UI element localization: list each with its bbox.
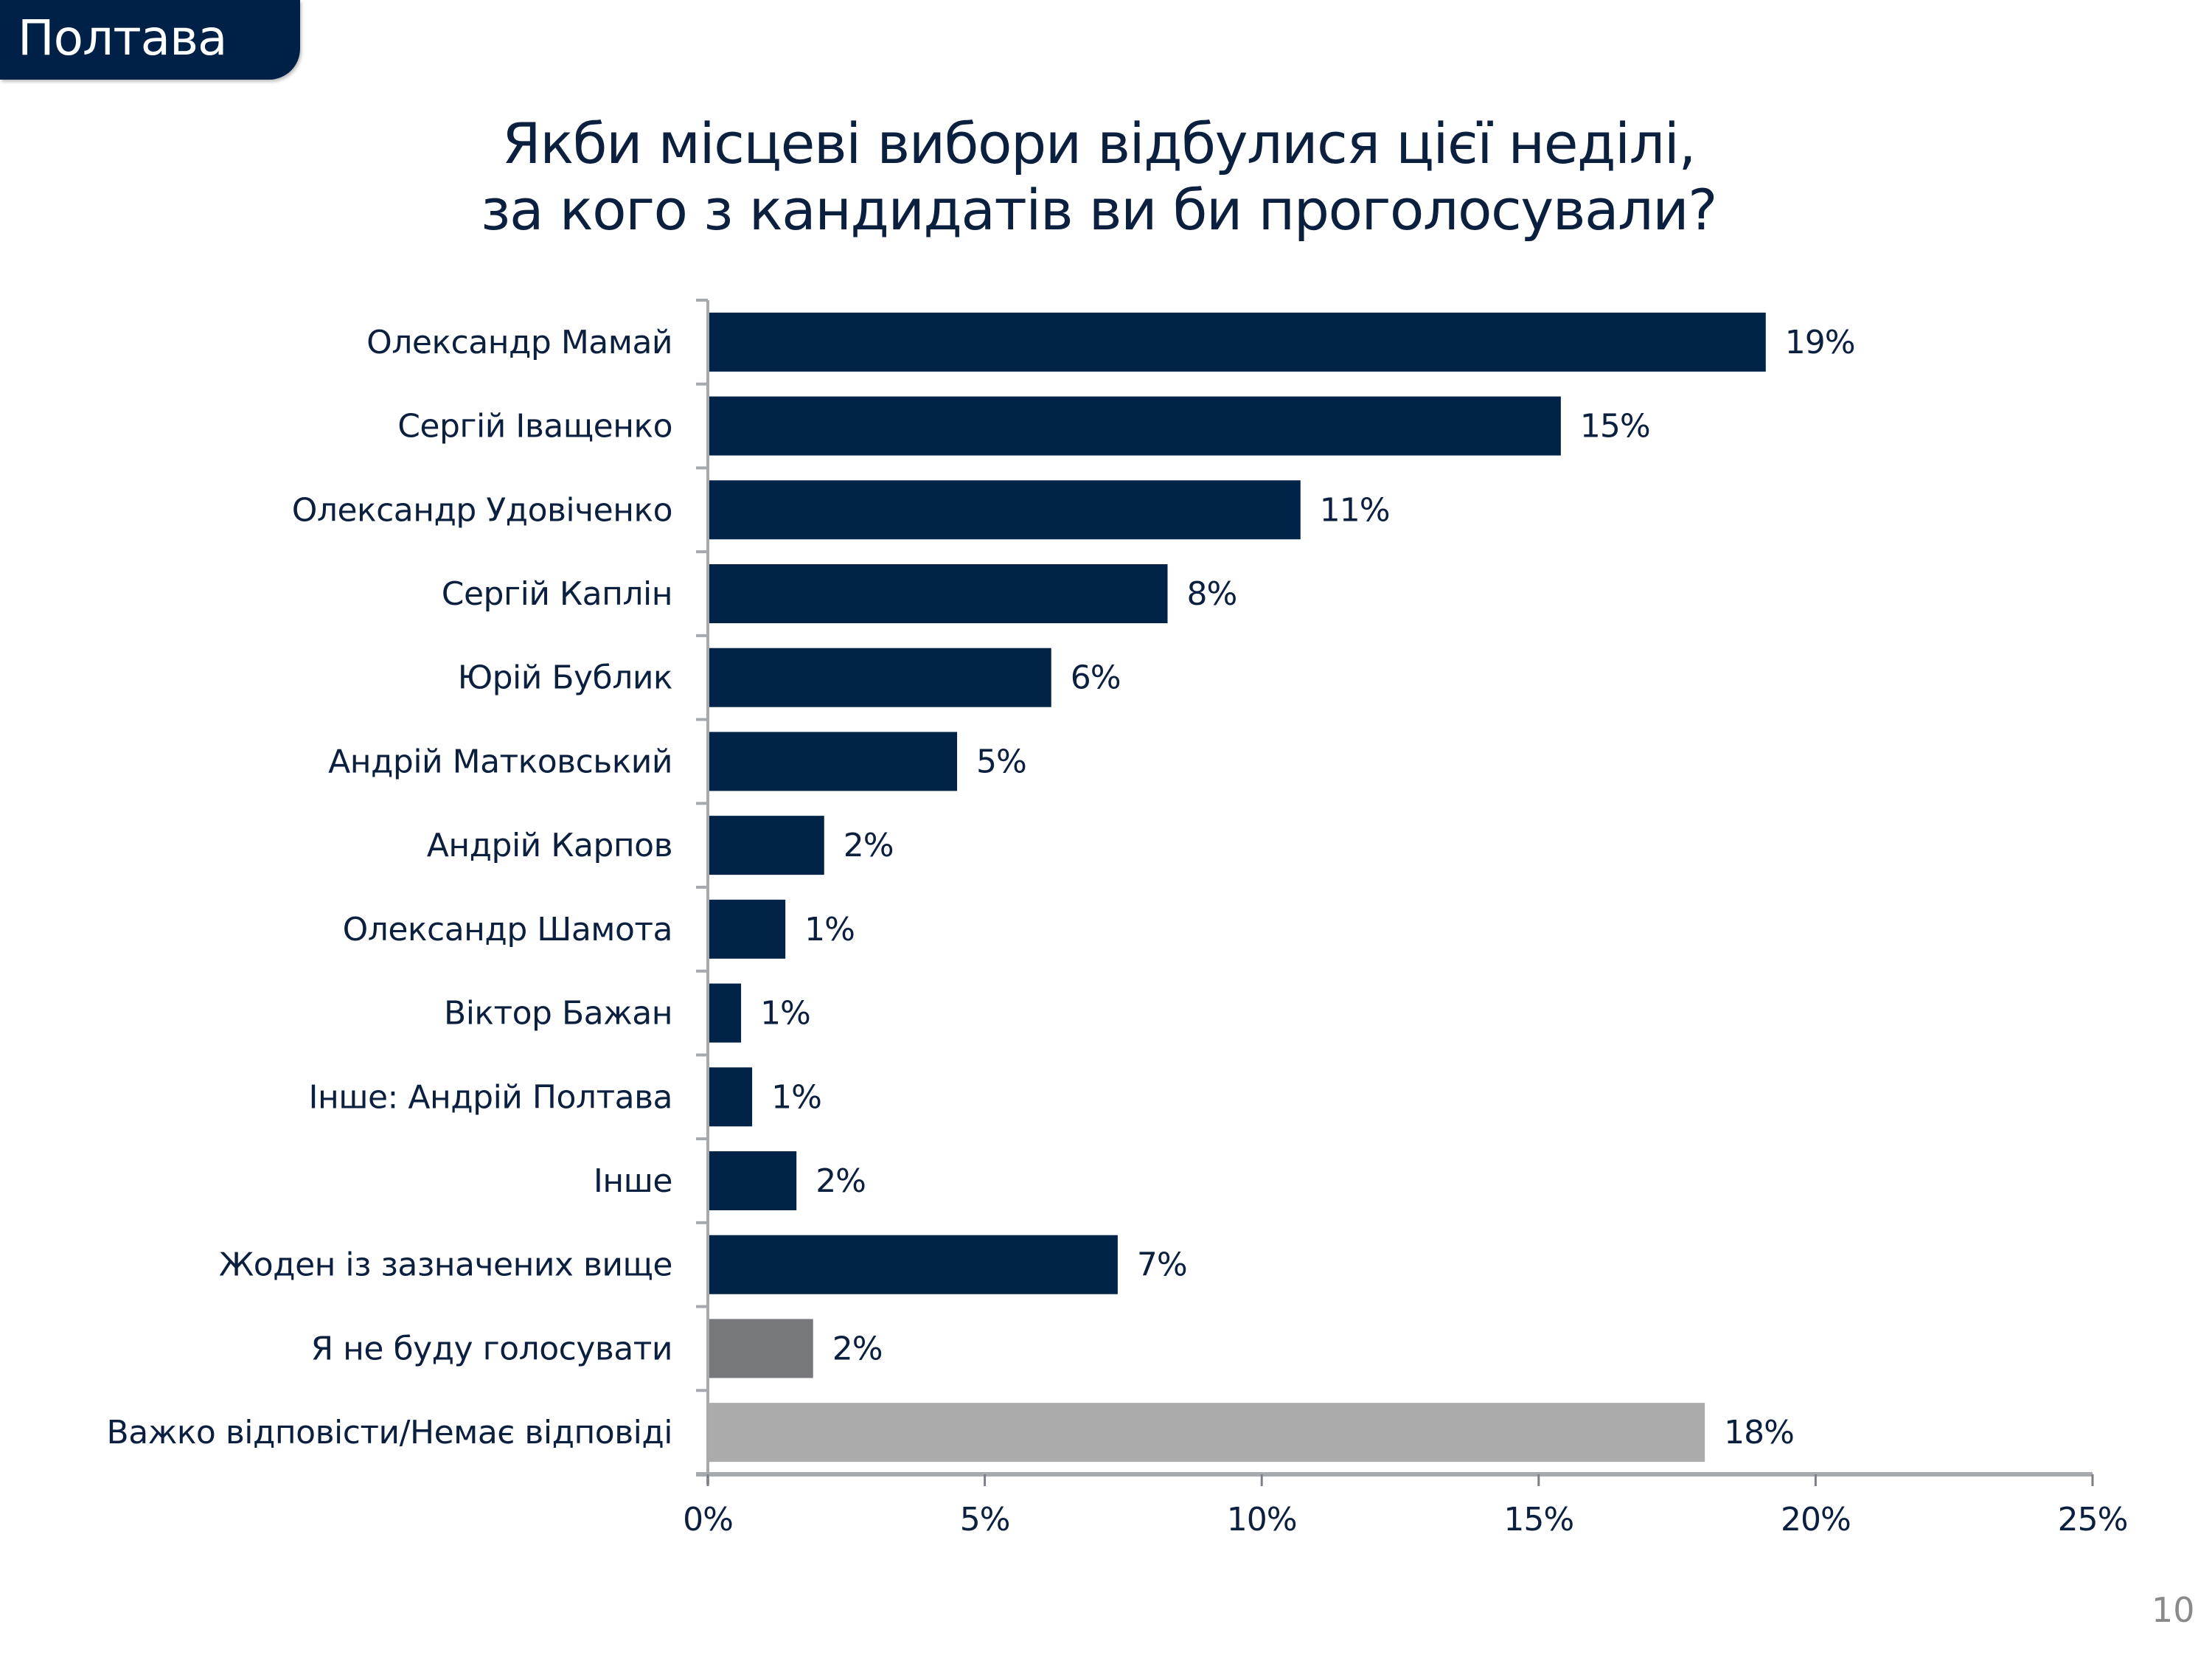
value-label: 2% xyxy=(844,827,894,864)
x-tick-label: 5% xyxy=(960,1501,1010,1538)
category-label: Інше: Андрій Полтава xyxy=(308,1078,672,1116)
category-label: Інше xyxy=(594,1162,672,1200)
value-label: 1% xyxy=(804,911,855,948)
chart-title: Якби місцеві вибори відбулися цієї неділ… xyxy=(0,111,2197,243)
category-label: Сергій Іващенко xyxy=(397,408,672,445)
bar xyxy=(708,1235,1118,1294)
category-label: Олександр Шамота xyxy=(343,911,672,948)
bar xyxy=(708,899,786,959)
x-tick-label: 25% xyxy=(2058,1501,2128,1538)
x-tick-label: 15% xyxy=(1503,1501,1573,1538)
category-label: Я не буду голосувати xyxy=(311,1330,672,1367)
bar xyxy=(708,816,824,875)
value-label: 5% xyxy=(976,743,1026,780)
category-label: Сергій Каплін xyxy=(442,575,672,613)
category-label: Юрій Бублик xyxy=(458,659,672,697)
value-label: 19% xyxy=(1785,324,1855,361)
value-label: 1% xyxy=(760,995,810,1033)
category-label: Віктор Бажан xyxy=(444,995,672,1033)
bar xyxy=(708,1067,753,1127)
bar xyxy=(708,648,1051,707)
chart-title-line-1: Якби місцеві вибори відбулися цієї неділ… xyxy=(502,111,1696,176)
bar xyxy=(708,396,1561,456)
category-label: Жоден із зазначених вище xyxy=(219,1246,672,1284)
value-label: 2% xyxy=(832,1330,883,1367)
value-label: 11% xyxy=(1320,491,1390,529)
chart-title-line-2: за кого з кандидатів ви би проголосували… xyxy=(481,177,1717,243)
bar xyxy=(708,1151,797,1210)
region-name: Полтава xyxy=(18,10,227,66)
value-label: 8% xyxy=(1186,575,1237,613)
bar xyxy=(708,1403,1705,1463)
bar xyxy=(708,564,1168,623)
page-number: 10 xyxy=(2152,1590,2195,1630)
category-label: Важко відповісти/Немає відповіді xyxy=(107,1414,672,1451)
category-label: Олександр Удовіченко xyxy=(292,491,672,529)
bar xyxy=(708,1319,813,1378)
bar xyxy=(708,983,742,1043)
value-label: 2% xyxy=(815,1162,866,1200)
x-tick-label: 10% xyxy=(1227,1501,1297,1538)
bar xyxy=(708,732,958,791)
value-label: 1% xyxy=(771,1078,821,1116)
category-label: Олександр Мамай xyxy=(366,324,672,361)
labels-layer: Олександр Мамай 19% Сергій Іващенко 15% Олек… xyxy=(107,324,2129,1538)
bar xyxy=(708,480,1301,540)
axis-layer xyxy=(696,299,2094,1486)
category-label: Андрій Карпов xyxy=(427,827,672,864)
bar xyxy=(708,312,1766,372)
bars-layer xyxy=(708,312,1766,1463)
category-label: Андрій Матковський xyxy=(328,743,672,780)
value-label: 7% xyxy=(1137,1246,1187,1284)
x-tick-label: 0% xyxy=(683,1501,733,1538)
value-label: 18% xyxy=(1724,1414,1794,1451)
value-label: 6% xyxy=(1071,659,1121,697)
region-badge: Полтава xyxy=(0,0,300,80)
value-label: 15% xyxy=(1580,408,1650,445)
x-tick-label: 20% xyxy=(1781,1501,1851,1538)
